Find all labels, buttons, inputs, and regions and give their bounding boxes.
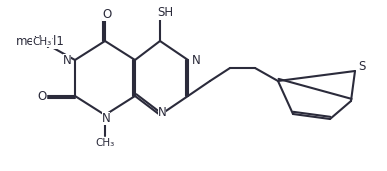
Text: N: N [63,54,71,67]
Text: O: O [103,8,111,21]
Text: CH₃: CH₃ [95,138,115,148]
Text: O: O [38,89,46,102]
Text: CH₃: CH₃ [33,37,51,47]
Text: N: N [192,54,200,67]
Text: SH: SH [157,6,173,19]
Text: N: N [102,111,110,124]
Text: S: S [358,61,366,74]
Text: methyl1: methyl1 [15,36,65,49]
Text: N: N [158,107,166,120]
